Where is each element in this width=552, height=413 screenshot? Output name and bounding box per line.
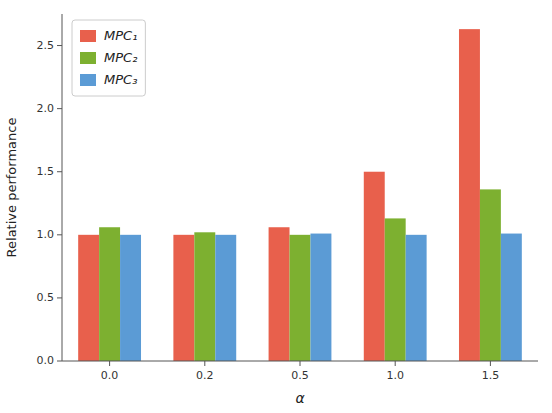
y-axis-label: Relative performance <box>4 118 19 258</box>
x-tick <box>300 361 301 366</box>
x-axis-label: α <box>295 390 305 406</box>
bar <box>501 234 522 361</box>
bar <box>269 227 290 361</box>
y-tick-label: 2.0 <box>37 102 55 115</box>
x-tick-label: 1.0 <box>386 369 404 382</box>
x-tick <box>395 361 396 366</box>
legend-label: MPC₃ <box>104 72 137 87</box>
chart: 0.0 0.5 1.0 1.5 2.0 2.5 0.0 0.2 0.5 1.0 1.5 α Relati… <box>0 0 552 413</box>
bar <box>194 232 215 361</box>
bar <box>480 189 501 361</box>
bar <box>215 235 236 361</box>
bar <box>78 235 99 361</box>
bar <box>173 235 194 361</box>
x-tick <box>490 361 491 366</box>
x-tick <box>109 361 110 366</box>
bar <box>364 172 385 361</box>
y-tick <box>57 171 62 172</box>
legend-swatch <box>80 30 96 42</box>
chart-container: 0.0 0.5 1.0 1.5 2.0 2.5 0.0 0.2 0.5 1.0 1.5 α Relati… <box>0 0 552 413</box>
y-tick <box>57 234 62 235</box>
x-tick-label: 1.5 <box>482 369 500 382</box>
legend-label: MPC₂ <box>104 50 137 65</box>
bar <box>459 29 480 361</box>
bar <box>406 235 427 361</box>
bar <box>385 218 406 361</box>
y-axis: 0.0 0.5 1.0 1.5 2.0 2.5 <box>37 39 63 367</box>
y-tick-label: 0.0 <box>37 354 55 367</box>
y-tick-label: 2.5 <box>37 39 55 52</box>
bar <box>310 234 331 361</box>
y-tick <box>57 45 62 46</box>
y-tick-label: 0.5 <box>37 291 55 304</box>
legend-swatch <box>80 52 96 64</box>
x-tick-label: 0.2 <box>196 369 214 382</box>
y-axis-line <box>62 14 63 361</box>
axes: 0.0 0.2 0.5 1.0 1.5 <box>62 14 538 382</box>
legend-box <box>72 20 145 96</box>
y-tick <box>57 361 62 362</box>
x-tick-label: 0.0 <box>101 369 119 382</box>
x-tick-label: 0.5 <box>291 369 309 382</box>
bar <box>120 235 141 361</box>
legend-label: MPC₁ <box>104 28 137 43</box>
legend-swatch <box>80 74 96 86</box>
bar <box>99 227 120 361</box>
y-tick-label: 1.5 <box>37 165 55 178</box>
x-tick <box>204 361 205 366</box>
y-tick <box>57 108 62 109</box>
y-tick <box>57 297 62 298</box>
legend: MPC₁ MPC₂ MPC₃ <box>72 20 145 96</box>
y-tick-label: 1.0 <box>37 228 55 241</box>
bar <box>290 235 311 361</box>
